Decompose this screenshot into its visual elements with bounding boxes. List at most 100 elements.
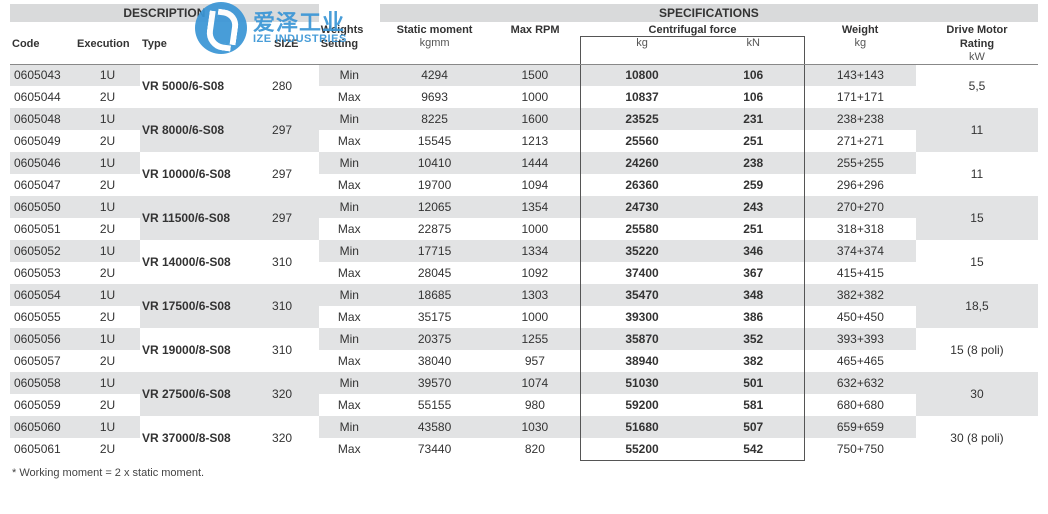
cell-size: 297	[272, 196, 319, 240]
cell-exec: 2U	[75, 174, 140, 196]
cell-weight: 171+171	[804, 86, 916, 108]
table-row: 06050501UVR 11500/6-S08297Min12065135424…	[10, 196, 1038, 218]
hdr-size: SIZE	[272, 36, 319, 50]
cell-code: 0605043	[10, 64, 75, 86]
cell-cf-kg: 35870	[581, 328, 703, 350]
cell-ws: Max	[319, 306, 380, 328]
cell-size: 320	[272, 372, 319, 416]
hdr-centrifugal: Centrifugal force	[581, 22, 804, 36]
cell-weight: 415+415	[804, 262, 916, 284]
cell-ws: Min	[319, 152, 380, 174]
cell-cf-kn: 251	[703, 130, 805, 152]
cell-motor: 11	[916, 152, 1038, 196]
cell-exec: 1U	[75, 108, 140, 130]
cell-cf-kg: 10800	[581, 64, 703, 86]
cell-sm: 19700	[380, 174, 490, 196]
cell-code: 0605049	[10, 130, 75, 152]
table-row: 06050581UVR 27500/6-S08320Min39570107451…	[10, 372, 1038, 394]
cell-exec: 2U	[75, 350, 140, 372]
cell-rpm: 1213	[489, 130, 580, 152]
cell-code: 0605052	[10, 240, 75, 262]
cell-code: 0605044	[10, 86, 75, 108]
cell-weight: 632+632	[804, 372, 916, 394]
cell-ws: Max	[319, 130, 380, 152]
cell-rpm: 1000	[489, 86, 580, 108]
cell-cf-kg: 35220	[581, 240, 703, 262]
hdr-type: Type	[140, 36, 272, 50]
cell-cf-kg: 35470	[581, 284, 703, 306]
cell-type: VR 27500/6-S08	[140, 372, 272, 416]
cell-exec: 1U	[75, 240, 140, 262]
hdr-exec: Execution	[75, 36, 140, 50]
cell-ws: Min	[319, 284, 380, 306]
cell-weight: 659+659	[804, 416, 916, 438]
cell-code: 0605055	[10, 306, 75, 328]
spec-table: DESCRIPTION SPECIFICATIONS Weights Stati…	[10, 4, 1038, 461]
cell-ws: Max	[319, 394, 380, 416]
cell-motor: 30	[916, 372, 1038, 416]
cell-motor: 30 (8 poli)	[916, 416, 1038, 460]
cell-weight: 270+270	[804, 196, 916, 218]
cell-size: 320	[272, 416, 319, 460]
cell-cf-kn: 501	[703, 372, 805, 394]
cell-cf-kn: 251	[703, 218, 805, 240]
hdr-cf-kg: kg	[581, 36, 703, 50]
cell-cf-kn: 346	[703, 240, 805, 262]
cell-type: VR 11500/6-S08	[140, 196, 272, 240]
hdr-weights-l2: Setting	[319, 36, 380, 50]
cell-sm: 9693	[380, 86, 490, 108]
cell-code: 0605051	[10, 218, 75, 240]
cell-code: 0605046	[10, 152, 75, 174]
cell-cf-kn: 542	[703, 438, 805, 460]
cell-ws: Max	[319, 350, 380, 372]
cell-cf-kn: 231	[703, 108, 805, 130]
cell-rpm: 820	[489, 438, 580, 460]
cell-weight: 393+393	[804, 328, 916, 350]
cell-exec: 2U	[75, 86, 140, 108]
cell-exec: 1U	[75, 64, 140, 86]
cell-cf-kn: 382	[703, 350, 805, 372]
cell-cf-kn: 259	[703, 174, 805, 196]
cell-exec: 2U	[75, 394, 140, 416]
cell-cf-kg: 26360	[581, 174, 703, 196]
cell-weight: 680+680	[804, 394, 916, 416]
cell-sm: 12065	[380, 196, 490, 218]
cell-motor: 11	[916, 108, 1038, 152]
cell-ws: Min	[319, 196, 380, 218]
cell-cf-kg: 24730	[581, 196, 703, 218]
cell-ws: Max	[319, 86, 380, 108]
cell-cf-kg: 10837	[581, 86, 703, 108]
cell-code: 0605058	[10, 372, 75, 394]
cell-rpm: 1500	[489, 64, 580, 86]
cell-cf-kn: 238	[703, 152, 805, 174]
cell-cf-kg: 51030	[581, 372, 703, 394]
cell-cf-kg: 24260	[581, 152, 703, 174]
cell-code: 0605047	[10, 174, 75, 196]
cell-cf-kn: 243	[703, 196, 805, 218]
cell-code: 0605059	[10, 394, 75, 416]
cell-size: 310	[272, 284, 319, 328]
cell-exec: 1U	[75, 284, 140, 306]
cell-cf-kg: 55200	[581, 438, 703, 460]
cell-weight: 143+143	[804, 64, 916, 86]
table-row: 06050561UVR 19000/8-S08310Min20375125535…	[10, 328, 1038, 350]
cell-sm: 35175	[380, 306, 490, 328]
cell-cf-kn: 367	[703, 262, 805, 284]
cell-code: 0605061	[10, 438, 75, 460]
table-row: 06050601UVR 37000/8-S08320Min43580103051…	[10, 416, 1038, 438]
cell-weight: 382+382	[804, 284, 916, 306]
cell-code: 0605054	[10, 284, 75, 306]
cell-motor: 15	[916, 240, 1038, 284]
cell-cf-kn: 507	[703, 416, 805, 438]
cell-exec: 1U	[75, 196, 140, 218]
cell-ws: Min	[319, 64, 380, 86]
cell-motor: 15 (8 poli)	[916, 328, 1038, 372]
hdr-cf-kn: kN	[703, 36, 805, 50]
cell-sm: 8225	[380, 108, 490, 130]
cell-type: VR 8000/6-S08	[140, 108, 272, 152]
cell-cf-kn: 352	[703, 328, 805, 350]
cell-type: VR 19000/8-S08	[140, 328, 272, 372]
cell-sm: 28045	[380, 262, 490, 284]
cell-size: 310	[272, 328, 319, 372]
cell-exec: 1U	[75, 152, 140, 174]
